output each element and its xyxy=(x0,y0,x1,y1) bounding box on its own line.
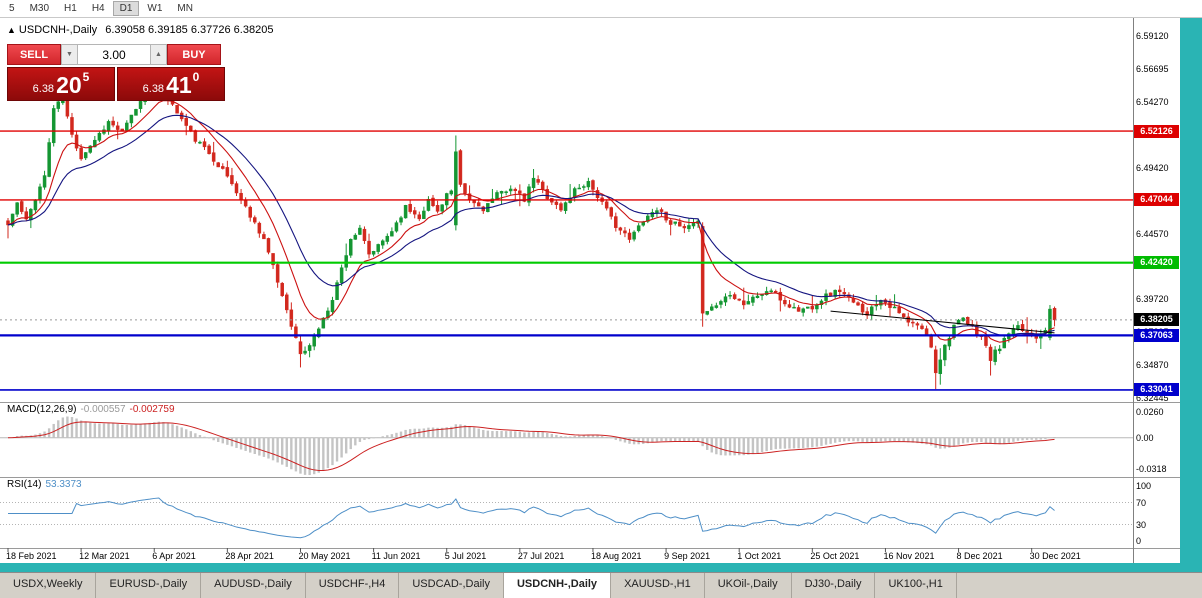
chart-tab-audusd-daily[interactable]: AUDUSD-,Daily xyxy=(201,573,306,598)
date-label-64: 20 May 2021 xyxy=(298,551,351,561)
trade-panel-prices: 6.38 20 5 6.38 41 0 xyxy=(7,67,225,101)
price-tick-6.49420: 6.49420 xyxy=(1136,162,1169,173)
chart-tab-usdx-weekly[interactable]: USDX,Weekly xyxy=(0,573,97,598)
pane-separators xyxy=(0,18,1180,563)
date-label-16: 12 Mar 2021 xyxy=(79,551,130,561)
buy-price-prefix: 6.38 xyxy=(142,83,165,95)
one-click-trade-panel: SELL ▼ ▲ BUY 6.38 20 5 6.38 41 0 xyxy=(7,44,225,101)
macd-value-signal: -0.002759 xyxy=(129,404,175,415)
timeframe-button-w1[interactable]: W1 xyxy=(147,3,163,14)
macd-histogram xyxy=(11,416,1056,476)
rsi-tick-70: 70 xyxy=(1136,497,1147,508)
buy-price-sup: 0 xyxy=(192,70,200,84)
chart-title: ▲ USDCNH-,Daily 6.39058 6.39185 6.37726 6… xyxy=(7,24,273,36)
date-label-80: 11 Jun 2021 xyxy=(371,551,421,561)
price-tick-6.56695: 6.56695 xyxy=(1136,64,1169,75)
chart-tab-xauusd-h1[interactable]: XAUUSD-,H1 xyxy=(611,573,705,598)
chart-tab-ukoil-daily[interactable]: UKOil-,Daily xyxy=(704,573,792,598)
horizontal-lines[interactable] xyxy=(0,130,1133,391)
one-click-panel-toggle-icon[interactable]: ▲ xyxy=(7,25,16,35)
price-tick-6.44570: 6.44570 xyxy=(1136,228,1169,239)
chart-ohlc-values: 6.39058 6.39185 6.37726 6.38205 xyxy=(105,24,274,36)
date-label-208: 8 Dec 2021 xyxy=(956,551,1003,561)
price-tick-6.34870: 6.34870 xyxy=(1136,360,1169,371)
volume-input[interactable] xyxy=(77,44,151,65)
price-badge-6.52126: 6.52126 xyxy=(1134,124,1179,138)
rsi-title-label: RSI(14) xyxy=(7,479,42,490)
sell-price-sup: 5 xyxy=(82,70,90,84)
chart-canvas[interactable] xyxy=(0,18,1180,563)
chart-tab-eurusd-daily[interactable]: EURUSD-,Daily xyxy=(96,573,202,598)
volume-decrement-icon[interactable]: ▼ xyxy=(61,44,77,65)
date-label-48: 28 Apr 2021 xyxy=(225,551,274,561)
price-tick-6.59120: 6.59120 xyxy=(1136,31,1169,42)
ma-fast-line xyxy=(7,100,1055,343)
rsi-indicator-title: RSI(14) 53.3373 xyxy=(7,479,82,490)
chart-plot-svg xyxy=(0,18,1180,563)
price-badge-6.33041: 6.33041 xyxy=(1134,383,1179,397)
date-label-128: 18 Aug 2021 xyxy=(590,551,642,561)
trendline[interactable] xyxy=(830,310,1055,334)
timeframe-button-5[interactable]: 5 xyxy=(9,3,15,14)
macd-title-label: MACD(12,26,9) xyxy=(7,404,77,415)
timeframe-button-mn[interactable]: MN xyxy=(177,3,193,14)
macd-tick--0.0318: -0.0318 xyxy=(1136,464,1167,475)
buy-button[interactable]: BUY xyxy=(167,44,221,65)
timeframe-toolbar: 5 M30 H1 H4 D1 W1 MN xyxy=(0,0,1202,18)
macd-signal-line xyxy=(7,421,1055,472)
chart-tab-usdcnh-daily[interactable]: USDCNH-,Daily xyxy=(503,573,612,598)
macd-value-main: -0.000557 xyxy=(80,404,126,415)
price-tick-6.39720: 6.39720 xyxy=(1136,294,1169,305)
chart-window-tabbar: USDX,Weekly EURUSD-,Daily AUDUSD-,Daily USD… xyxy=(0,572,1202,598)
timeframe-button-h1[interactable]: H1 xyxy=(64,3,77,14)
rsi-line xyxy=(8,497,1055,539)
price-tick-6.54270: 6.54270 xyxy=(1136,96,1169,107)
price-badge-6.47044: 6.47044 xyxy=(1134,193,1179,207)
rsi-tick-0: 0 xyxy=(1136,536,1142,546)
price-tick-6.32445: 6.32445 xyxy=(1136,392,1169,403)
trendline-group[interactable] xyxy=(830,310,1055,334)
date-label-0: 18 Feb 2021 xyxy=(6,551,57,561)
chart-tab-usdcad-daily[interactable]: USDCAD-,Daily xyxy=(399,573,504,598)
chart-tab-usdchf-h4[interactable]: USDCHF-,H4 xyxy=(305,573,400,598)
price-badge-6.42420: 6.42420 xyxy=(1134,256,1179,270)
date-label-144: 9 Sep 2021 xyxy=(664,551,711,561)
buy-price-big: 41 xyxy=(166,72,192,98)
rsi-value: 53.3373 xyxy=(45,479,82,490)
chart-symbol-label: USDCNH-,Daily xyxy=(18,24,98,36)
macd-tick-0.00: 0.00 xyxy=(1136,432,1154,443)
date-label-96: 5 Jul 2021 xyxy=(444,551,487,561)
date-label-192: 16 Nov 2021 xyxy=(883,551,935,561)
date-label-224: 30 Dec 2021 xyxy=(1029,551,1081,561)
timeframe-button-m30[interactable]: M30 xyxy=(29,3,50,14)
volume-increment-icon[interactable]: ▲ xyxy=(151,44,167,65)
sell-price-big: 20 xyxy=(56,72,82,98)
macd-tick-0.0260: 0.0260 xyxy=(1136,407,1164,417)
price-badge-6.38205: 6.38205 xyxy=(1134,313,1179,327)
timeframe-button-h4[interactable]: H4 xyxy=(91,3,105,14)
date-label-160: 1 Oct 2021 xyxy=(737,551,782,561)
candles xyxy=(6,75,1057,390)
date-label-32: 6 Apr 2021 xyxy=(152,551,196,561)
trade-panel-controls: SELL ▼ ▲ BUY xyxy=(7,44,225,65)
chart-tab-uk100-h1[interactable]: UK100-,H1 xyxy=(875,573,957,598)
macd-indicator-title: MACD(12,26,9) -0.000557 -0.002759 xyxy=(7,404,175,415)
sell-button[interactable]: SELL xyxy=(7,44,61,65)
date-label-112: 27 Jul 2021 xyxy=(517,551,565,561)
timeframe-button-d1[interactable]: D1 xyxy=(112,1,140,16)
date-label-176: 25 Oct 2021 xyxy=(810,551,860,561)
ma-slow-line xyxy=(7,114,1055,336)
buy-price-display[interactable]: 6.38 41 0 xyxy=(117,67,225,101)
chart-tab-dj30-daily[interactable]: DJ30-,Daily xyxy=(791,573,876,598)
rsi-tick-100: 100 xyxy=(1136,481,1152,491)
sell-price-display[interactable]: 6.38 20 5 xyxy=(7,67,115,101)
price-badge-6.37063: 6.37063 xyxy=(1134,328,1179,342)
sell-price-prefix: 6.38 xyxy=(32,83,55,95)
rsi-tick-30: 30 xyxy=(1136,519,1147,530)
